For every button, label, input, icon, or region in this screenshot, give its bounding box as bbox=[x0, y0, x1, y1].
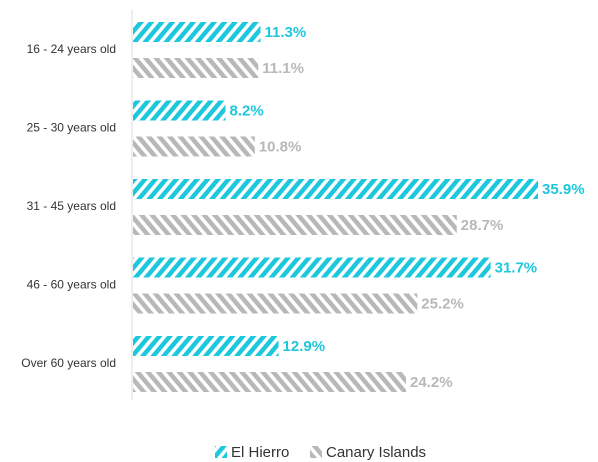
data-label: 11.3% bbox=[264, 24, 306, 41]
bar bbox=[133, 136, 255, 157]
bar bbox=[133, 22, 261, 42]
bar bbox=[133, 179, 538, 199]
legend-swatch bbox=[215, 446, 227, 458]
bar bbox=[133, 336, 279, 356]
data-label: 12.9% bbox=[283, 338, 326, 355]
bar bbox=[133, 293, 418, 314]
legend-label: Canary Islands bbox=[326, 444, 426, 461]
bar bbox=[133, 100, 226, 121]
data-label: 8.2% bbox=[230, 102, 264, 119]
y-tick-label: 25 - 30 years old bbox=[27, 121, 116, 135]
data-label: 10.8% bbox=[259, 138, 302, 155]
data-label: 25.2% bbox=[421, 295, 464, 312]
bar bbox=[133, 58, 259, 78]
data-label: 28.7% bbox=[461, 217, 504, 234]
y-tick-label: 16 - 24 years old bbox=[27, 42, 116, 56]
legend-swatch bbox=[310, 446, 322, 458]
y-tick-label: 31 - 45 years old bbox=[27, 199, 116, 213]
bar bbox=[133, 257, 491, 278]
data-label: 11.1% bbox=[262, 60, 304, 77]
data-label: 24.2% bbox=[410, 374, 453, 391]
y-tick-label: 46 - 60 years old bbox=[27, 278, 116, 292]
data-label: 35.9% bbox=[542, 181, 585, 198]
legend-label: El Hierro bbox=[231, 444, 289, 461]
data-label: 31.7% bbox=[495, 259, 538, 276]
bar bbox=[133, 215, 457, 235]
y-tick-label: Over 60 years old bbox=[21, 356, 116, 370]
bar bbox=[133, 372, 407, 392]
